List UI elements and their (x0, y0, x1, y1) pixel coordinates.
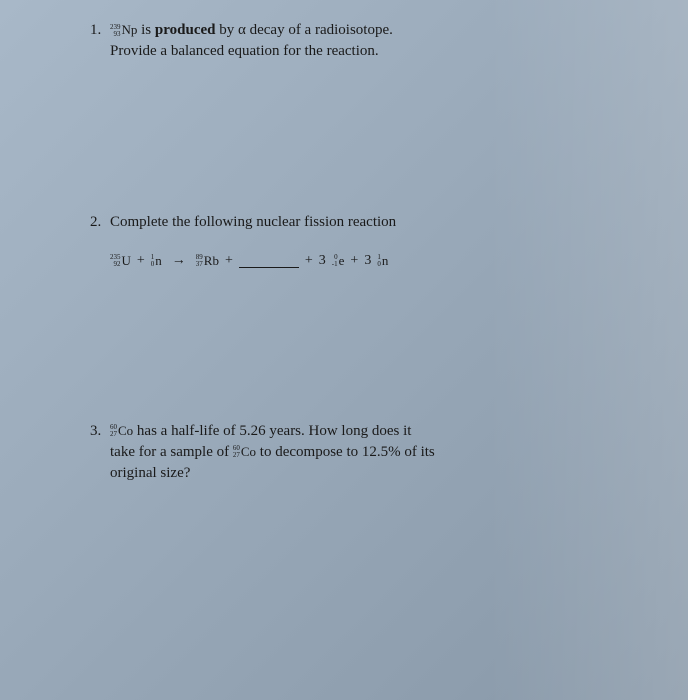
isotope-indices: 239 93 (110, 24, 121, 38)
atomic-number: 27 (233, 452, 240, 459)
problem-3-line-2: take for a sample of 60 27 Co to decompo… (90, 442, 628, 463)
problem-3-line-3: original size? (90, 463, 628, 484)
problem-1-line-1: 1. 239 93 Np is produced by α decay of a… (90, 20, 628, 41)
coefficient: 3 (319, 251, 326, 271)
isotope-co-2: 60 27 Co (233, 443, 256, 461)
problem-2-line-1: 2. Complete the following nuclear fissio… (90, 212, 628, 233)
isotope-co: 60 27 Co (110, 422, 133, 440)
atomic-number: 27 (110, 431, 117, 438)
isotope-np: 239 93 Np (110, 21, 137, 39)
text-suffix: by α decay of a radioisotope. (219, 22, 393, 38)
isotope-indices: 1 0 (151, 254, 155, 268)
plus-sign: + (137, 251, 145, 271)
element-symbol: n (382, 253, 389, 268)
text-part-2a: take for a sample of (110, 444, 229, 460)
element-symbol: Co (241, 444, 256, 459)
plus-sign: + (225, 251, 233, 271)
text-part-1: has a half-life of 5.26 years. How long … (137, 423, 412, 439)
arrow-icon: → (172, 251, 186, 271)
problem-3-line-1: 3. 60 27 Co has a half-life of 5.26 year… (90, 421, 628, 442)
isotope-indices: 0-1 (332, 254, 338, 268)
isotope-u: 235 92 U (110, 252, 131, 270)
isotope-indices: 60 27 (110, 424, 117, 438)
text-part-2b: to decompose to 12.5% of its (260, 444, 435, 460)
problem-2: 2. Complete the following nuclear fissio… (90, 212, 628, 271)
text-bold: produced (155, 22, 216, 38)
isotope-indices: 89 37 (196, 254, 203, 268)
atomic-number: 37 (196, 261, 203, 268)
problem-3: 3. 60 27 Co has a half-life of 5.26 year… (90, 421, 628, 484)
coefficient: 3 (364, 251, 371, 271)
blank-line (239, 254, 299, 268)
element-symbol: Np (122, 22, 138, 37)
problem-1-line-2: Provide a balanced equation for the reac… (90, 41, 628, 62)
problem-2-text: Complete the following nuclear fission r… (110, 212, 628, 233)
isotope-e: 0-1e (332, 252, 345, 270)
element-symbol: U (122, 253, 131, 268)
plus-sign: + (350, 251, 358, 271)
element-symbol: Co (118, 423, 133, 438)
problem-number: 1. (90, 20, 110, 41)
problem-1: 1. 239 93 Np is produced by α decay of a… (90, 20, 628, 62)
atomic-number: -1 (332, 261, 338, 268)
atomic-number: 93 (110, 31, 121, 38)
problem-number: 2. (90, 212, 110, 233)
atomic-number: 92 (110, 261, 121, 268)
isotope-rb: 89 37 Rb (196, 252, 219, 270)
atomic-number: 0 (151, 261, 155, 268)
isotope-indices: 10 (377, 254, 381, 268)
atomic-number: 0 (377, 261, 381, 268)
problem-number: 3. (90, 421, 110, 442)
isotope-n: 1 0 n (151, 252, 162, 270)
isotope-indices: 235 92 (110, 254, 121, 268)
element-symbol: e (339, 253, 345, 268)
plus-sign: + (305, 251, 313, 271)
text-prefix: is (141, 22, 151, 38)
isotope-indices: 60 27 (233, 445, 240, 459)
problem-3-body: 60 27 Co has a half-life of 5.26 years. … (110, 421, 628, 442)
fission-equation: 235 92 U + 1 0 n → 89 37 Rb + + 30-1e + … (90, 251, 628, 271)
element-symbol: Rb (204, 253, 219, 268)
isotope-n2: 10n (377, 252, 388, 270)
problem-1-body: 239 93 Np is produced by α decay of a ra… (110, 20, 628, 41)
element-symbol: n (155, 253, 162, 268)
